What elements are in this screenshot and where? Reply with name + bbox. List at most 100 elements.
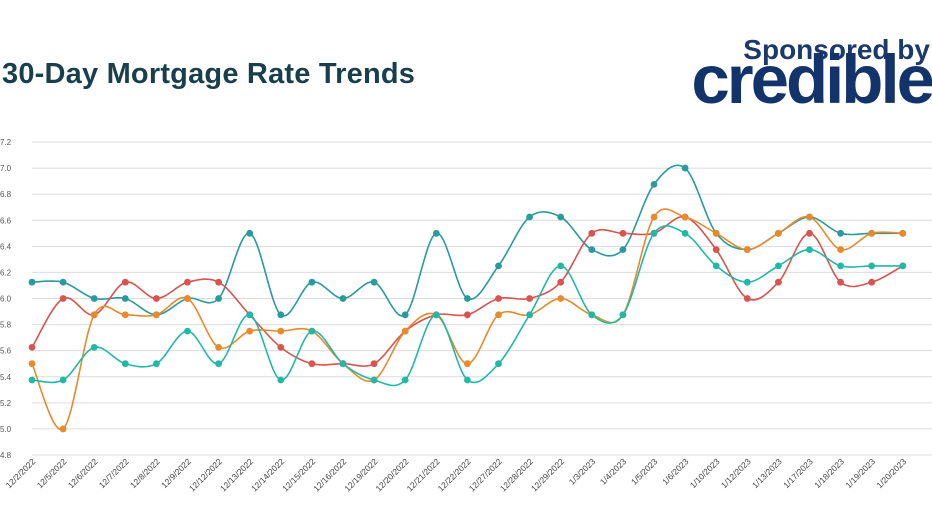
data-point [557,295,565,302]
x-tick-label: 1/17/2023 [781,456,815,490]
x-tick-label: 1/3/2023 [567,456,598,487]
data-point [837,246,844,253]
data-point [215,360,223,368]
data-point [743,295,751,302]
x-tick-label: 12/2/2022 [4,456,38,490]
data-point [90,295,98,302]
x-axis-ticks: 12/2/202212/5/202212/6/202212/7/202212/8… [4,456,909,493]
data-point [557,213,565,221]
data-point [308,278,316,286]
data-point [339,295,347,302]
x-tick-label: 12/7/2022 [97,456,131,490]
data-point [370,360,378,368]
data-point [806,213,813,221]
chart-title: 30-Day Mortgage Rate Trends [2,58,416,90]
data-point [370,376,378,384]
data-point [837,262,844,270]
data-point [650,180,658,188]
data-point [59,278,67,286]
sponsor-block: Sponsored by [743,34,930,66]
data-point [495,295,502,302]
x-tick-label: 1/12/2023 [719,456,753,490]
data-point [712,229,720,237]
data-point [90,311,98,319]
x-tick-label: 1/10/2023 [688,456,722,490]
data-point [246,327,254,335]
data-point [308,327,316,335]
data-point [121,311,129,319]
data-point [121,360,129,368]
data-point [28,376,36,384]
data-point [59,295,67,302]
x-tick-label: 12/29/2022 [529,456,566,493]
data-point [619,246,627,253]
y-tick-label: 5.8 [0,321,12,330]
data-point [619,229,627,237]
y-tick-label: 6.4 [0,242,12,251]
x-tick-label: 1/18/2023 [812,456,846,490]
data-point [681,213,689,221]
data-point [308,360,316,368]
data-point [588,311,596,319]
data-point [837,229,844,237]
data-point [712,262,720,270]
data-point [464,360,471,368]
data-point [868,262,876,270]
data-point [557,278,565,286]
y-tick-label: 5.4 [0,373,12,382]
data-point [743,246,751,253]
data-point [432,311,440,319]
data-point [495,262,502,270]
y-axis-ticks: 4.8 5.0 5.2 5.4 5.6 5.8 6.0 6.2 6.4 6.6 6.8 7.0 7.2 [0,138,12,460]
series-line [31,208,903,431]
y-tick-label: 7.0 [0,164,12,173]
data-point [712,246,720,253]
data-point [28,344,36,351]
data-point [153,295,160,302]
y-tick-label: 6.8 [0,190,12,199]
data-point [401,327,409,335]
data-point [370,278,378,286]
data-point [837,278,844,286]
series-line [31,164,903,317]
data-point [868,278,876,286]
data-point [650,213,658,221]
data-point [868,229,876,237]
data-point [495,360,502,368]
data-point [277,344,285,351]
y-tick-label: 4.8 [0,451,12,460]
data-point [184,278,191,286]
data-point [339,360,347,368]
data-point [59,376,67,384]
y-tick-label: 6.2 [0,268,12,277]
data-point [277,327,285,335]
data-point [464,311,471,319]
data-point [899,262,907,270]
data-point [464,376,471,384]
x-tick-label: 12/5/2022 [35,456,69,490]
data-point [401,376,409,384]
data-point [743,278,751,286]
data-point [215,344,223,351]
data-point [775,262,782,270]
data-point [775,229,782,237]
data-point [588,229,596,237]
x-tick-label: 1/13/2023 [750,456,784,490]
data-point [775,278,782,286]
data-point [464,295,471,302]
data-point [401,311,409,319]
data-point [184,327,191,335]
x-tick-label: 1/4/2023 [598,456,629,487]
data-point [526,311,533,319]
credible-logo: credible [691,41,932,118]
x-tick-label: 1/20/2023 [874,456,908,490]
y-tick-label: 6.6 [0,216,12,225]
sponsored-by-label: Sponsored by [743,34,930,65]
data-point [153,311,160,319]
data-point [59,425,67,433]
x-tick-label: 1/6/2023 [660,456,691,487]
data-point [681,229,689,237]
x-tick-label: 1/19/2023 [843,456,877,490]
data-point [806,229,813,237]
y-tick-label: 6.0 [0,295,12,304]
